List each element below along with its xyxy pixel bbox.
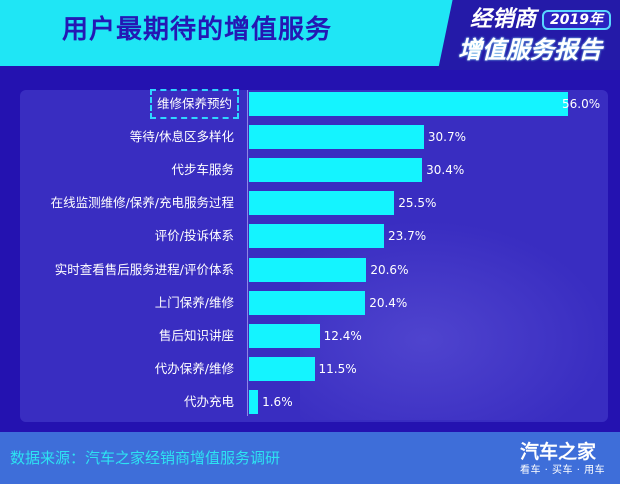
category-label: 售后知识讲座	[158, 327, 234, 343]
category-label: 代步车服务	[171, 162, 234, 178]
bar	[249, 389, 259, 414]
bar	[249, 290, 366, 315]
value-label: 56.0%	[562, 97, 601, 111]
bar	[249, 224, 384, 249]
footer: 数据来源：汽车之家经销商增值服务调研 汽车之家 看车 · 买车 · 用车	[0, 432, 620, 484]
badge-year: 2019年	[542, 10, 611, 30]
data-source: 数据来源：汽车之家经销商增值服务调研	[10, 449, 281, 467]
y-axis-line	[247, 90, 248, 416]
bar	[249, 191, 395, 216]
background-car-graphic	[300, 220, 610, 420]
bar-row: 代办保养/维修 11.5%	[0, 355, 620, 383]
bar	[249, 257, 367, 282]
bar-row: 代步车服务 30.4%	[0, 156, 620, 184]
bar	[249, 356, 315, 381]
category-label: 评价/投诉体系	[154, 228, 234, 244]
bar	[249, 92, 568, 116]
badge-report-text: 增值服务报告	[458, 36, 602, 64]
category-label: 实时查看售后服务进程/评价体系	[54, 261, 234, 277]
value-label: 23.7%	[388, 229, 427, 244]
bar-row: 评价/投诉体系 23.7%	[0, 222, 620, 250]
bar-row: 实时查看售后服务进程/评价体系 20.6%	[0, 256, 620, 284]
value-label: 30.4%	[426, 163, 465, 178]
bar-row: 代办充电 1.6%	[0, 388, 620, 416]
report-badge: 经销商 2019年 增值服务报告	[438, 0, 620, 70]
chart-title: 用户最期待的增值服务	[62, 15, 333, 45]
bar-row: 上门保养/维修 20.4%	[0, 289, 620, 317]
category-label: 在线监测维修/保养/充电服务过程	[50, 195, 234, 211]
category-label: 代办充电	[183, 393, 234, 409]
bar-row: 等待/休息区多样化 30.7%	[0, 123, 620, 151]
value-label: 20.6%	[370, 262, 409, 277]
bar-row: 在线监测维修/保养/充电服务过程 25.5%	[0, 189, 620, 217]
value-label: 20.4%	[369, 295, 408, 310]
category-label: 代办保养/维修	[154, 360, 234, 376]
category-label: 上门保养/维修	[154, 294, 234, 310]
bar-row: 维修保养预约 56.0%	[0, 89, 620, 119]
value-label: 30.7%	[427, 130, 466, 145]
bar-row: 售后知识讲座 12.4%	[0, 322, 620, 350]
value-label: 25.5%	[398, 196, 437, 211]
bar	[249, 323, 320, 348]
category-label: 等待/休息区多样化	[129, 129, 234, 145]
value-label: 11.5%	[318, 361, 357, 376]
autohome-logo: 汽车之家	[520, 441, 597, 463]
value-label: 1.6%	[262, 394, 293, 409]
value-label: 12.4%	[323, 328, 362, 343]
bar	[249, 125, 424, 150]
category-label: 维修保养预约	[149, 89, 240, 119]
logo-tagline: 看车 · 买车 · 用车	[520, 465, 606, 476]
bar	[249, 158, 423, 183]
badge-dealer-text: 经销商	[470, 7, 537, 32]
